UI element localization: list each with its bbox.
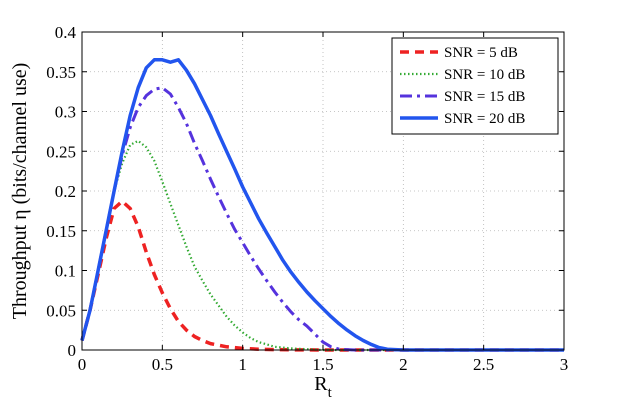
x-tick-label: 1: [238, 355, 247, 374]
x-tick-label: 2: [399, 355, 408, 374]
y-tick-label: 0: [68, 341, 77, 360]
x-tick-label: 0: [78, 355, 87, 374]
y-tick-label: 0.3: [55, 103, 76, 122]
axis-ticks: 0 0.5 1 1.5 2 2.5 3 0 0.05 0.1 0.15 0.2 0.25 0.3 0.35 0…: [46, 23, 568, 374]
y-tick-label: 0.1: [55, 262, 76, 281]
x-tick-label: 0.5: [152, 355, 173, 374]
x-axis-title-subscript: t: [328, 385, 333, 401]
x-axis-title: Rt: [314, 373, 332, 401]
x-axis-title-main: R: [314, 373, 328, 395]
series-line-3: [80, 86, 564, 352]
legend: SNR = 5 dB SNR = 10 dB SNR = 15 dB SNR = 20…: [391, 37, 559, 135]
svg-text:Rt: Rt: [314, 373, 332, 401]
legend-label-1: SNR = 5 dB: [444, 45, 518, 61]
x-tick-label: 2.5: [473, 355, 494, 374]
y-tick-label: 0.05: [46, 301, 76, 320]
y-axis-title: Throughput η (bits/channel use): [9, 63, 31, 320]
x-tick-label: 3: [560, 355, 569, 374]
y-tick-label: 0.15: [46, 222, 76, 241]
y-tick-label: 0.35: [46, 63, 76, 82]
legend-label-3: SNR = 15 dB: [444, 89, 525, 105]
x-tick-label: 1.5: [312, 355, 333, 374]
y-tick-label: 0.25: [46, 142, 76, 161]
legend-label-4: SNR = 20 dB: [444, 111, 525, 127]
series-lines: [80, 58, 564, 352]
series-line-1: [80, 199, 564, 352]
y-tick-label: 0.2: [55, 182, 76, 201]
y-tick-label: 0.4: [55, 23, 77, 42]
series-line-4: [80, 58, 564, 352]
legend-label-2: SNR = 10 dB: [444, 67, 525, 83]
